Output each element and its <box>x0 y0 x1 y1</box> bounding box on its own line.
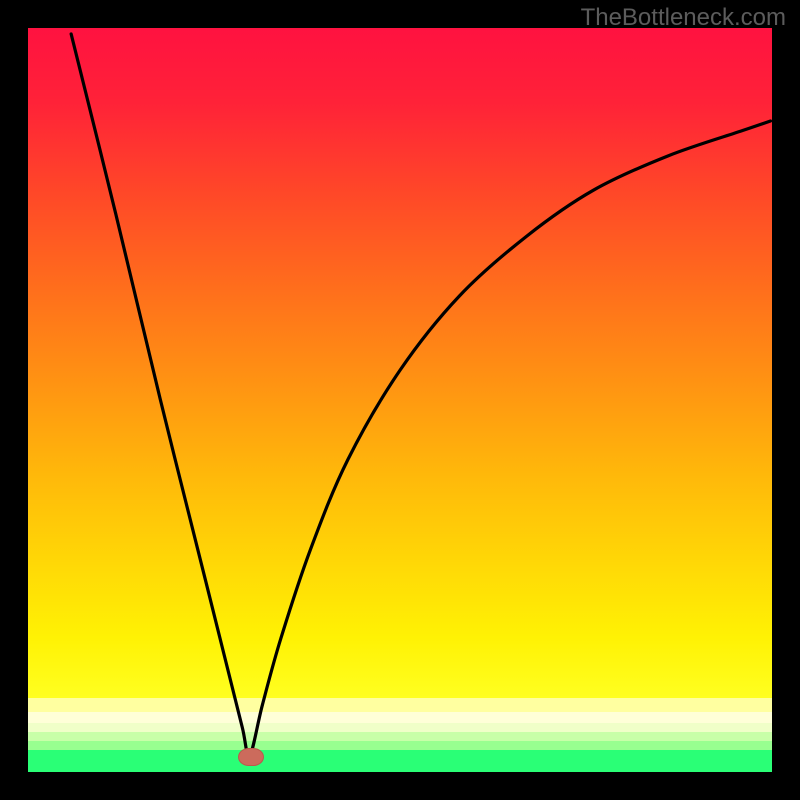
bottleneck-curve <box>71 34 770 756</box>
curve-svg <box>28 28 772 772</box>
watermark-text: TheBottleneck.com <box>581 4 786 32</box>
plot-area <box>28 28 772 772</box>
apex-marker <box>238 748 264 766</box>
chart-stage: TheBottleneck.com <box>0 0 800 800</box>
